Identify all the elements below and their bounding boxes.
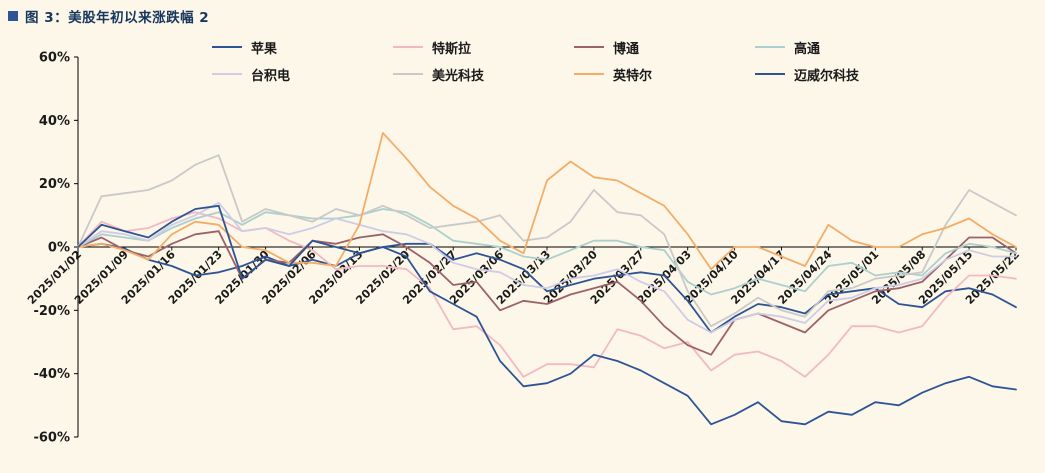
legend-line-swatch (574, 73, 604, 75)
y-tick-label: -60% (33, 431, 70, 446)
series-line-台积电 (77, 201, 1017, 334)
y-tick-label: 20% (39, 177, 70, 192)
y-tick-label: 60% (39, 51, 70, 66)
y-tick-label: -20% (33, 304, 70, 319)
chart-legend: 苹果 特斯拉 博通 高通台积电 美光科技 英特尔 迈威尔科技 (212, 36, 936, 85)
series-line-特斯拉 (77, 211, 1017, 378)
y-tick-label: 0% (48, 241, 70, 256)
legend-item-4: 台积电 (212, 63, 393, 85)
figure-title: 图 3：美股年初以来涨跌幅 2 (25, 10, 210, 26)
legend-item-7: 迈威尔科技 (755, 63, 936, 85)
legend-label: 高通 (794, 41, 821, 57)
legend-line-swatch (574, 46, 604, 48)
legend-item-3: 高通 (755, 36, 936, 58)
legend-item-0: 苹果 (212, 36, 393, 58)
legend-label: 美光科技 (432, 68, 485, 84)
legend-item-2: 博通 (574, 36, 755, 58)
legend-label: 台积电 (251, 68, 291, 84)
series-line-英特尔 (77, 132, 1017, 271)
legend-label: 博通 (613, 41, 640, 57)
y-tick-label: 40% (39, 114, 70, 129)
legend-item-5: 美光科技 (393, 63, 574, 85)
figure-title-row: 图 3：美股年初以来涨跌幅 2 (8, 6, 209, 26)
legend-item-6: 英特尔 (574, 63, 755, 85)
series-line-迈威尔科技 (77, 204, 1017, 426)
legend-label: 迈威尔科技 (794, 68, 860, 84)
legend-label: 特斯拉 (432, 41, 472, 57)
series-line-美光科技 (77, 154, 1017, 328)
legend-line-swatch (212, 73, 242, 75)
legend-item-1: 特斯拉 (393, 36, 574, 58)
legend-line-swatch (393, 73, 423, 75)
legend-label: 英特尔 (613, 68, 653, 84)
legend-label: 苹果 (251, 41, 278, 57)
legend-line-swatch (393, 46, 423, 48)
series-line-博通 (77, 230, 1017, 356)
title-bullet-icon (8, 11, 18, 21)
series-line-苹果 (77, 242, 1017, 334)
y-tick-label: -40% (33, 367, 70, 382)
legend-line-swatch (755, 46, 785, 48)
legend-line-swatch (212, 46, 242, 48)
legend-line-swatch (755, 73, 785, 75)
